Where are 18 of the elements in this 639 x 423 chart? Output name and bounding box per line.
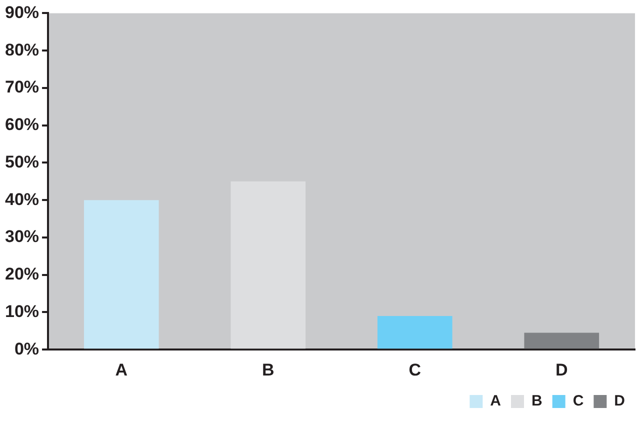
y-tick-label: 50% <box>4 152 40 172</box>
y-tick-label: 80% <box>4 40 40 60</box>
y-tick-label: 70% <box>4 78 40 97</box>
y-tick-label: 60% <box>4 115 40 134</box>
y-tick-label: 90% <box>4 2 40 22</box>
y-tick-label: 30% <box>4 227 40 246</box>
legend-label: B <box>532 392 542 410</box>
legend-label: A <box>490 392 502 410</box>
x-tick-label: D <box>555 360 568 380</box>
y-tick-label: 20% <box>4 264 40 284</box>
y-tick-label: 10% <box>4 302 40 321</box>
x-tick-label: C <box>408 360 422 380</box>
legend-label: C <box>572 392 584 410</box>
x-tick-label: B <box>262 360 274 380</box>
y-tick-label: 40% <box>4 190 40 209</box>
legend-label: D <box>614 392 626 410</box>
x-tick-label: A <box>115 360 128 380</box>
y-tick-label: 0% <box>14 339 40 358</box>
